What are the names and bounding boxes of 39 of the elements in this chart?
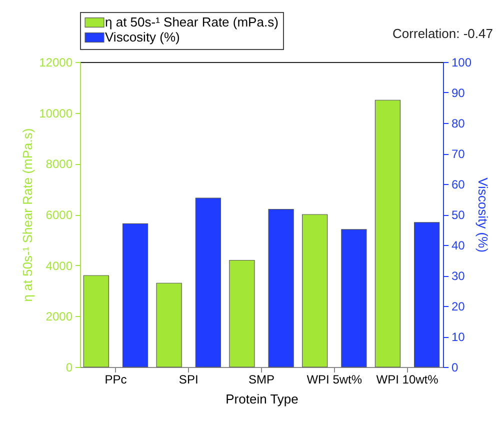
y-tick-label: 12000: [39, 56, 73, 70]
y-tick-label: 0: [66, 360, 73, 374]
x-tick-label: PPc: [104, 372, 127, 386]
x-tick-label: SMP: [248, 372, 275, 386]
bar: [341, 229, 367, 368]
legend-label: Viscosity (%): [105, 30, 180, 44]
bar: [156, 282, 182, 368]
y2-tick-label: 10: [452, 330, 466, 344]
y-tick-label: 6000: [46, 208, 73, 222]
y2-tick-label: 0: [452, 360, 458, 374]
bar: [83, 275, 109, 368]
y2-tick-label: 100: [452, 56, 472, 70]
x-tick-label: WPI 5wt%: [306, 372, 362, 386]
y2-tick-label: 30: [452, 269, 466, 283]
y2-tick-label: 40: [452, 238, 466, 252]
bar: [268, 209, 294, 368]
bar: [414, 222, 440, 368]
bar: [195, 198, 221, 368]
x-tick-label: SPI: [178, 372, 198, 386]
y-tick-label: 2000: [46, 310, 73, 324]
y-tick-label: 10000: [39, 106, 73, 120]
legend-label: η at 50s-¹ Shear Rate (mPa.s): [105, 14, 278, 30]
y2-tick-label: 20: [452, 300, 466, 314]
y2-tick-label: 90: [452, 86, 466, 100]
y2-tick-label: 70: [452, 147, 466, 161]
y-tick-label: 8000: [46, 157, 73, 172]
y2-tick-label: 80: [452, 116, 466, 130]
y2-axis-title: Viscosity (%): [476, 178, 491, 252]
x-tick-label: WPI 10wt%: [376, 372, 439, 386]
y2-tick-label: 50: [452, 208, 466, 222]
bar: [374, 100, 401, 368]
x-axis-title: Protein Type: [226, 392, 298, 406]
text: Correlation: -0.47: [392, 26, 493, 41]
y-axis-title: η at 50s-¹ Shear Rate (mPa.s): [20, 128, 36, 302]
bar: [229, 260, 255, 368]
bar: [302, 214, 328, 368]
y2-tick-label: 60: [452, 178, 466, 192]
bar: [122, 223, 148, 368]
y-tick-label: 4000: [46, 258, 73, 273]
